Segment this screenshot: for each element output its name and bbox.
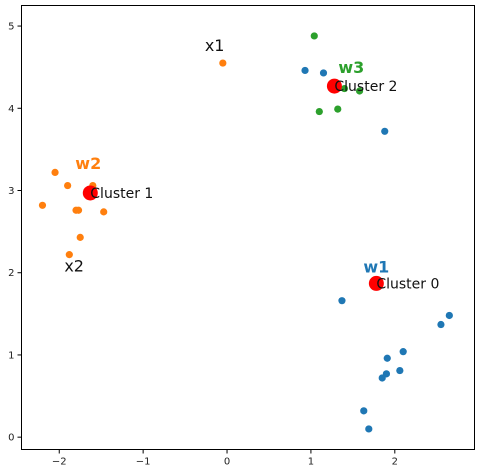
data-point-series-0 <box>360 407 368 415</box>
annotation-x1: x1 <box>205 36 225 55</box>
centroid-marker <box>82 185 98 201</box>
y-tick-label: 4 <box>8 104 14 115</box>
data-point-series-1 <box>219 59 227 67</box>
annotation-w1: w1 <box>363 257 389 276</box>
annotation-cluster-1: Cluster 1 <box>90 186 153 202</box>
annotations: Cluster 0 Cluster 1 Cluster 2 x1 x2 w1 w2 w3 <box>64 36 439 292</box>
data-point-series-0 <box>396 366 404 375</box>
annotation-x2: x2 <box>64 257 84 276</box>
y-tick-label: 1 <box>8 350 14 361</box>
centroid-marker <box>326 78 342 94</box>
y-tick-label: 2 <box>8 268 14 279</box>
y-axis: 0 1 2 3 4 5 <box>8 22 22 444</box>
data-point-series-1 <box>51 168 59 177</box>
centroid-marker <box>368 275 384 291</box>
data-point-series-0 <box>319 69 328 77</box>
data-point-series-0 <box>381 127 389 135</box>
centroids <box>82 78 384 291</box>
y-tick-label: 0 <box>8 433 14 444</box>
data-point-series-0 <box>338 297 346 305</box>
data-point-series-1 <box>74 206 83 214</box>
annotation-cluster-0: Cluster 0 <box>376 276 439 292</box>
annotation-cluster-2: Cluster 2 <box>334 79 397 95</box>
data-point-series-2 <box>355 87 364 95</box>
annotation-w2: w2 <box>75 154 101 173</box>
x-tick-label: −1 <box>136 457 151 468</box>
data-point-series-0 <box>445 311 453 320</box>
x-tick-label: 2 <box>392 457 398 468</box>
data-point-series-0 <box>378 374 386 382</box>
data-point-series-2 <box>340 84 349 93</box>
data-point-series-1 <box>65 251 73 259</box>
x-tick-label: 1 <box>308 457 314 468</box>
data-point-series-1 <box>76 233 84 241</box>
data-point-series-0 <box>365 425 373 433</box>
data-point-series-0 <box>301 66 309 75</box>
x-tick-label: −2 <box>52 457 67 468</box>
x-axis: −2 −1 0 1 2 <box>52 449 398 468</box>
data-point-series-1 <box>100 208 108 216</box>
data-point-series-1 <box>64 181 72 190</box>
data-point-series-2 <box>310 32 318 40</box>
data-point-series-0 <box>437 320 445 329</box>
data-point-series-1 <box>38 201 47 209</box>
data-point-series-0 <box>383 354 391 362</box>
plot-frame <box>21 5 475 450</box>
data-point-series-2 <box>315 107 323 116</box>
y-tick-label: 5 <box>8 22 14 33</box>
y-tick-label: 3 <box>8 186 14 197</box>
annotation-w3: w3 <box>338 58 364 77</box>
data-point-series-2 <box>334 105 342 113</box>
data-point-series-0 <box>399 348 407 356</box>
x-tick-label: 0 <box>224 457 230 468</box>
